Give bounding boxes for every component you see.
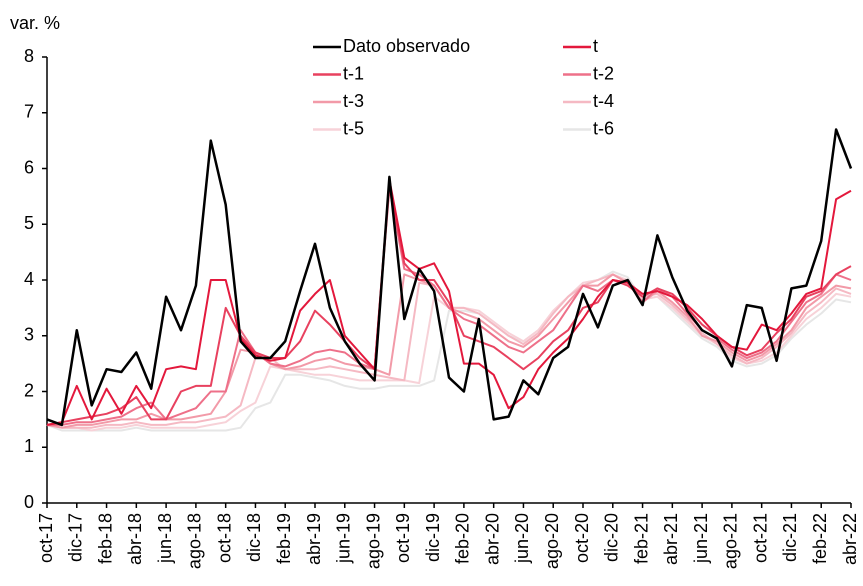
x-tick-label: oct-21 — [750, 513, 770, 563]
x-tick-label: abr-19 — [304, 513, 324, 565]
x-tick-label: ago-19 — [363, 513, 383, 569]
y-tick-label: 8 — [24, 46, 34, 66]
legend-label: t-4 — [593, 91, 614, 111]
x-tick-label: dic-20 — [602, 513, 622, 562]
y-axis-label: var. % — [10, 13, 60, 33]
legend-label: t-1 — [343, 63, 364, 83]
x-tick-label: abr-18 — [125, 513, 145, 565]
y-tick-label: 6 — [24, 157, 34, 177]
legend-label: Dato observado — [343, 36, 470, 56]
y-tick-label: 0 — [24, 492, 34, 512]
x-tick-label: dic-17 — [66, 513, 86, 562]
y-tick-label: 1 — [24, 436, 34, 456]
y-tick-label: 2 — [24, 380, 34, 400]
y-tick-label: 5 — [24, 213, 34, 233]
x-tick-label: jun-18 — [155, 513, 175, 564]
x-tick-label: oct-18 — [214, 513, 234, 563]
x-tick-label: abr-21 — [661, 513, 681, 565]
series-line — [46, 178, 852, 426]
legend-label: t-6 — [593, 118, 614, 138]
x-tick-label: abr-22 — [840, 513, 860, 565]
y-tick-label: 7 — [24, 102, 34, 122]
x-tick-label: feb-21 — [631, 513, 651, 564]
x-tick-label: feb-19 — [274, 513, 294, 564]
x-tick-label: jun-21 — [691, 513, 711, 564]
y-tick-label: 3 — [24, 325, 34, 345]
x-tick-label: jun-20 — [512, 513, 532, 564]
legend-label: t-3 — [343, 91, 364, 111]
x-tick-label: dic-18 — [244, 513, 264, 562]
x-tick-label: oct-20 — [572, 513, 592, 563]
x-tick-label: feb-22 — [810, 513, 830, 564]
x-tick-label: ago-21 — [721, 513, 741, 569]
x-tick-label: oct-17 — [36, 513, 56, 563]
x-tick-label: feb-18 — [95, 513, 115, 564]
y-tick-label: 4 — [24, 269, 34, 289]
series-line — [46, 184, 852, 426]
x-tick-label: abr-20 — [482, 513, 502, 565]
legend-label: t-2 — [593, 63, 614, 83]
series-line — [47, 187, 852, 426]
x-tick-label: dic-19 — [423, 513, 443, 562]
x-tick-label: jun-19 — [334, 513, 354, 564]
x-tick-label: oct-19 — [393, 513, 413, 563]
x-tick-label: ago-20 — [542, 513, 562, 569]
legend-label: t-5 — [343, 118, 364, 138]
legend-label: t — [593, 36, 598, 56]
x-tick-label: ago-18 — [185, 513, 205, 569]
x-tick-label: dic-21 — [780, 513, 800, 562]
x-tick-label: feb-20 — [453, 513, 473, 564]
series-line — [46, 270, 852, 432]
series-line — [46, 128, 853, 427]
